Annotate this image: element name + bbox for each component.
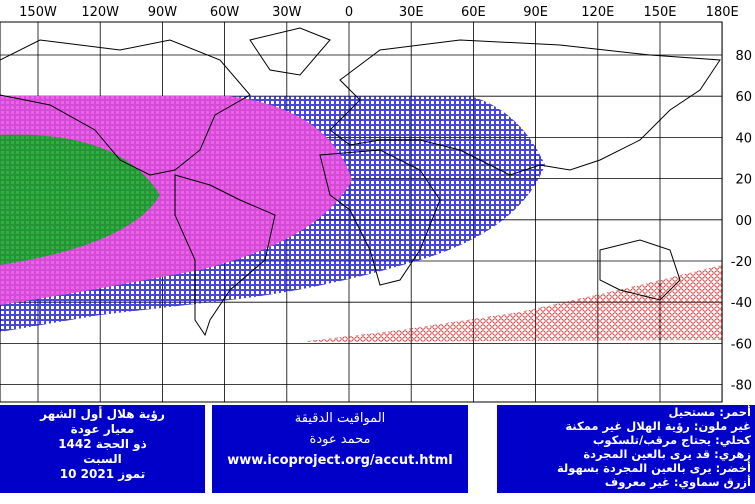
lon-label: 0: [345, 5, 353, 20]
box-line: www.icoproject.org/accut.html: [227, 453, 453, 468]
lon-label: 120E: [581, 5, 614, 20]
box-line: رؤية هلال أول الشهر: [40, 407, 165, 421]
box-line: أخضر: يرى بالعين المجردة بسهولة: [556, 461, 751, 475]
lon-label: 90W: [148, 5, 178, 20]
legend-box: أحمر: مستحيل غير ملون: رؤية الهلال غير مم…: [497, 405, 755, 493]
box-line: السبت: [83, 452, 122, 466]
lon-label: 60E: [461, 5, 486, 20]
info-box: المواقيت الدقيقة محمد عودة www.icoproject.…: [212, 405, 468, 493]
box-line: محمد عودة: [309, 432, 371, 447]
box-line: معيار عودة: [70, 422, 135, 436]
lat-label: 00: [735, 214, 752, 229]
lon-label: 90E: [523, 5, 548, 20]
map: 150W 120W 90W 60W 30W 0 30E 60E 90E 120E 150E 180E 8…: [0, 5, 752, 403]
box-line: 10 تموز 2021: [59, 467, 146, 481]
lon-label: 60W: [210, 5, 240, 20]
lat-label: -60: [731, 337, 752, 352]
easy-region: [0, 134, 160, 265]
lat-label: 80: [735, 49, 752, 64]
lon-label: 150E: [643, 5, 676, 20]
coastlines: [0, 27, 721, 337]
box-line: غير ملون: رؤية الهلال غير ممكنة: [565, 419, 751, 433]
title-box: رؤية هلال أول الشهر معيار عودة ذو الحجة 14…: [0, 405, 205, 493]
lon-label: 30E: [399, 5, 424, 20]
lat-label: 60: [735, 90, 752, 105]
lat-label: -80: [731, 379, 752, 394]
lon-label: 30W: [272, 5, 302, 20]
box-line: أزرق سماوي: غير معروف: [604, 475, 751, 489]
impossible-region: [300, 265, 722, 342]
lat-label: -40: [731, 296, 752, 311]
lat-label: 20: [735, 173, 752, 188]
lon-label: 120W: [81, 5, 119, 20]
box-line: أحمر: مستحيل: [668, 405, 751, 419]
lat-label: -20: [731, 255, 752, 270]
lon-label: 150W: [19, 5, 57, 20]
box-line: كحلي: يحتاج مرقب/تلسكوب: [592, 433, 751, 447]
box-line: زهري: قد يرى بالعين المجردة: [583, 447, 751, 461]
box-line: المواقيت الدقيقة: [294, 411, 386, 426]
axis-labels: 150W 120W 90W 60W 30W 0 30E 60E 90E 120E 150E 180E 8…: [19, 5, 752, 394]
box-line: ذو الحجة 1442: [58, 437, 147, 451]
lon-label: 180E: [706, 5, 739, 20]
lat-label: 40: [735, 131, 752, 146]
